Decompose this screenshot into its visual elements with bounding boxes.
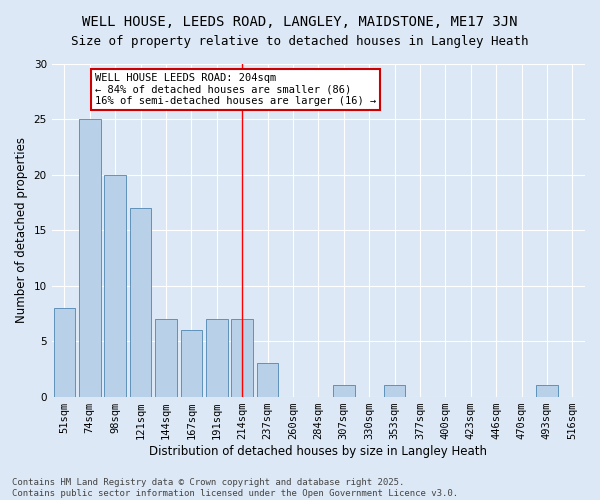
Text: WELL HOUSE, LEEDS ROAD, LANGLEY, MAIDSTONE, ME17 3JN: WELL HOUSE, LEEDS ROAD, LANGLEY, MAIDSTO… [82,15,518,29]
Text: WELL HOUSE LEEDS ROAD: 204sqm
← 84% of detached houses are smaller (86)
16% of s: WELL HOUSE LEEDS ROAD: 204sqm ← 84% of d… [95,73,376,106]
Bar [130,208,151,396]
Bar [333,386,355,396]
Bar [181,330,202,396]
Bar [536,386,557,396]
Bar [206,319,227,396]
Text: Contains HM Land Registry data © Crown copyright and database right 2025.
Contai: Contains HM Land Registry data © Crown c… [12,478,458,498]
Bar [155,319,177,396]
Y-axis label: Number of detached properties: Number of detached properties [15,138,28,324]
Bar [384,386,406,396]
Bar [79,120,101,396]
Bar [232,319,253,396]
Text: Size of property relative to detached houses in Langley Heath: Size of property relative to detached ho… [71,35,529,48]
Bar [104,175,126,396]
Bar [257,364,278,396]
Bar [53,308,75,396]
X-axis label: Distribution of detached houses by size in Langley Heath: Distribution of detached houses by size … [149,444,487,458]
